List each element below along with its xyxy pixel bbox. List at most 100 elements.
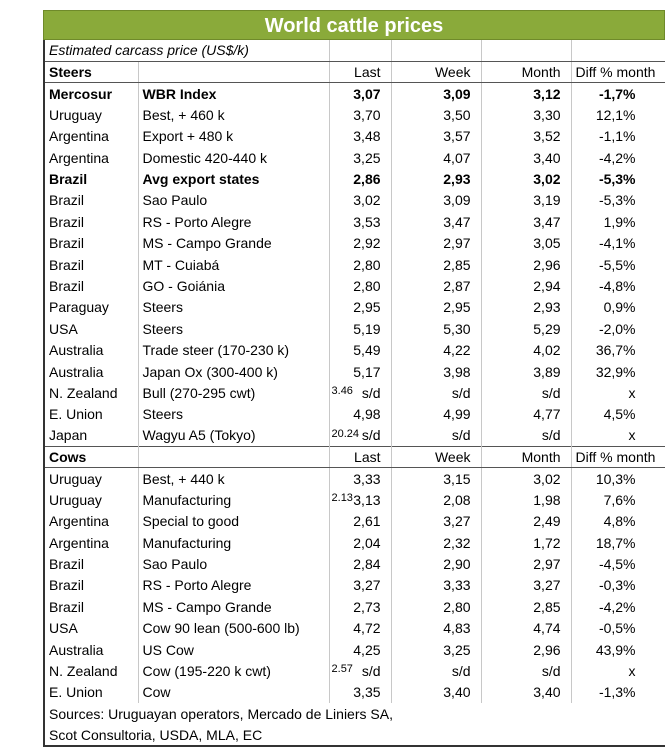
diff-month: 43,9% [570, 638, 665, 661]
country: Uruguay [43, 489, 139, 511]
country: Brazil [43, 553, 139, 575]
last: 3,53 [328, 211, 392, 233]
price-row: Brazil Sao Paulo 3,02 3,09 3,19 -5,3% [43, 189, 665, 212]
week: 3,47 [390, 211, 482, 233]
last: 4,72 [328, 617, 392, 639]
price-row: Argentina Domestic 420-440 k 3,25 4,07 3,40-… [43, 146, 665, 169]
week: 3,50 [390, 104, 482, 126]
month: 2,49 [480, 510, 572, 532]
month: 5,29 [480, 318, 572, 340]
country: Australia [43, 360, 139, 383]
week: 2,97 [390, 232, 482, 254]
section-header-row: Steers Last Week Month Diff % month [43, 60, 665, 84]
description: Cow 90 lean (500-600 lb) [137, 617, 330, 639]
week: 3,09 [390, 189, 482, 212]
week: 2,87 [390, 275, 482, 297]
last: 5,49 [328, 339, 392, 361]
country: Brazil [43, 275, 139, 297]
description: Steers [137, 296, 330, 319]
month: 3,30 [480, 104, 572, 126]
price-row: Argentina Special to good 2,61 3,27 2,49 4,8% [43, 510, 665, 532]
last: 3,70 [328, 104, 392, 126]
week: 3,40 [390, 681, 482, 704]
week: 4,22 [390, 339, 482, 361]
country: Australia [43, 339, 139, 361]
country: Australia [43, 638, 139, 661]
diff-month: -0,3% [570, 574, 665, 597]
column-header: Diff % month [570, 445, 665, 469]
month: s/d [480, 382, 572, 404]
diff-month: -5,3% [570, 168, 665, 190]
week: 2,93 [390, 168, 482, 190]
country: Brazil [43, 189, 139, 212]
month: 3,40 [480, 681, 572, 704]
price-row: USA Steers 5,19 5,30 5,29 -2,0% [43, 318, 665, 340]
week: 2,95 [390, 296, 482, 319]
description: Avg export states [137, 168, 330, 190]
price-row: Brazil MS - Campo Grande 2,73 2,80 2,85 -4,2% [43, 596, 665, 618]
price-table: Estimated carcass price (US$/k) Steers La… [43, 40, 665, 747]
price-row: Brazil RS - Porto Alegre 3,27 3,33 3,27 -0,3% [43, 574, 665, 597]
month: 3,02 [480, 467, 572, 490]
diff-month: -1,7% [570, 82, 665, 105]
diff-month: 18,7% [570, 531, 665, 554]
week: 3,57 [390, 125, 482, 147]
country: Brazil [43, 596, 139, 618]
last: 3,35 [328, 681, 392, 704]
overlay-note: 2.13 [331, 492, 353, 505]
country: Argentina [43, 531, 139, 554]
price-row: Australia Japan Ox (300-400 k) 5,17 3,98 3,8… [43, 360, 665, 383]
country: Argentina [43, 146, 139, 169]
country: E. Union [43, 403, 139, 426]
sources-row: Sources: Uruguayan operators, Mercado de… [44, 703, 665, 724]
price-row: Uruguay Best, + 460 k 3,70 3,50 3,30 12,1% [43, 104, 665, 126]
week: 2,08 [390, 489, 482, 511]
diff-month: -4,2% [570, 146, 665, 169]
month: 4,74 [480, 617, 572, 639]
country: Uruguay [43, 467, 139, 490]
column-header: Week [390, 445, 482, 469]
country: Brazil [43, 253, 139, 276]
country: N. Zealand [43, 382, 139, 404]
country: USA [43, 318, 139, 340]
description: RS - Porto Alegre [137, 574, 330, 597]
month: 2,93 [480, 296, 572, 319]
month: 3,89 [480, 360, 572, 383]
description: Cow (195-220 k cwt) [137, 660, 330, 682]
price-row: Mercosur WBR Index 3,07 3,09 3,12 -1,7% [43, 82, 665, 105]
description: Domestic 420-440 k [137, 146, 330, 169]
diff-month: -5,5% [570, 253, 665, 276]
country: Mercosur [43, 82, 139, 105]
last: 5,19 [328, 318, 392, 340]
description: Steers [137, 318, 330, 340]
month: 4,02 [480, 339, 572, 361]
week: 2,32 [390, 531, 482, 554]
week: 2,90 [390, 553, 482, 575]
description: Steers [137, 403, 330, 426]
country: Uruguay [43, 104, 139, 126]
last: s/d 2.57 [328, 660, 392, 682]
column-header: Last [328, 445, 392, 469]
overlay-note: 20.24 [331, 428, 360, 441]
month: 3,19 [480, 189, 572, 212]
description: Japan Ox (300-400 k) [137, 360, 330, 383]
last: 4,98 [328, 403, 392, 426]
country: E. Union [43, 681, 139, 704]
month: 3,02 [480, 168, 572, 190]
last: s/d 20.24 [328, 425, 392, 447]
country: Argentina [43, 125, 139, 147]
month: 4,77 [480, 403, 572, 426]
country: Paraguay [43, 296, 139, 319]
diff-month: -4,8% [570, 275, 665, 297]
country: Brazil [43, 211, 139, 233]
week: 3,98 [390, 360, 482, 383]
diff-month: -0,5% [570, 617, 665, 639]
last: 3,33 [328, 467, 392, 490]
description: Trade steer (170-230 k) [137, 339, 330, 361]
overlay-note: 2.57 [331, 663, 353, 676]
price-row: Paraguay Steers 2,95 2,95 2,93 0,9% [43, 296, 665, 319]
last: 2,86 [328, 168, 392, 190]
last: 2,04 [328, 531, 392, 554]
description: GO - Goiánia [137, 275, 330, 297]
last: 2,95 [328, 296, 392, 319]
